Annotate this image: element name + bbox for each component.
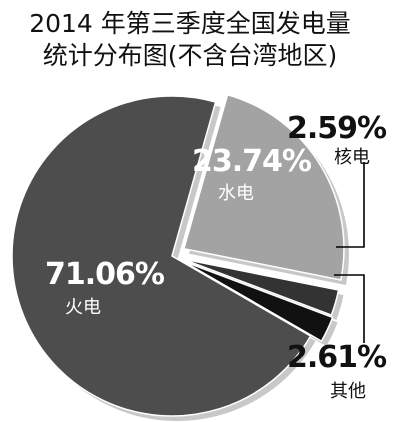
category-label-thermal: 火电 bbox=[65, 297, 101, 318]
chart-title-line-2: 统计分布图(不含台湾地区) bbox=[43, 41, 338, 70]
pie-slice-hydro bbox=[183, 93, 345, 281]
chart-title-line-1: 2014 年第三季度全国发电量 bbox=[29, 9, 351, 38]
pie-slice-other bbox=[182, 260, 334, 343]
pie-slice-nuclear bbox=[181, 258, 340, 317]
pie-slices bbox=[11, 93, 345, 417]
value-label-other: 2.61% bbox=[287, 340, 387, 375]
pie-slice-thermal bbox=[11, 95, 312, 417]
category-label-nuclear: 核电 bbox=[334, 147, 370, 168]
value-label-nuclear: 2.59% bbox=[287, 111, 387, 146]
leader-line-nuclear bbox=[336, 162, 365, 248]
category-label-hydro: 水电 bbox=[218, 183, 254, 204]
leader-line-other bbox=[334, 274, 365, 343]
leader-lines bbox=[334, 162, 365, 343]
category-label-other: 其他 bbox=[330, 381, 366, 402]
value-label-thermal: 71.06% bbox=[45, 257, 165, 292]
slice-labels: 71.06% 火电 23.74% 水电 2.59% 核电 2.61% 其他 bbox=[45, 111, 388, 402]
chart-title: 2014 年第三季度全国发电量 统计分布图(不含台湾地区) bbox=[29, 9, 351, 70]
value-label-hydro: 23.74% bbox=[192, 144, 312, 179]
